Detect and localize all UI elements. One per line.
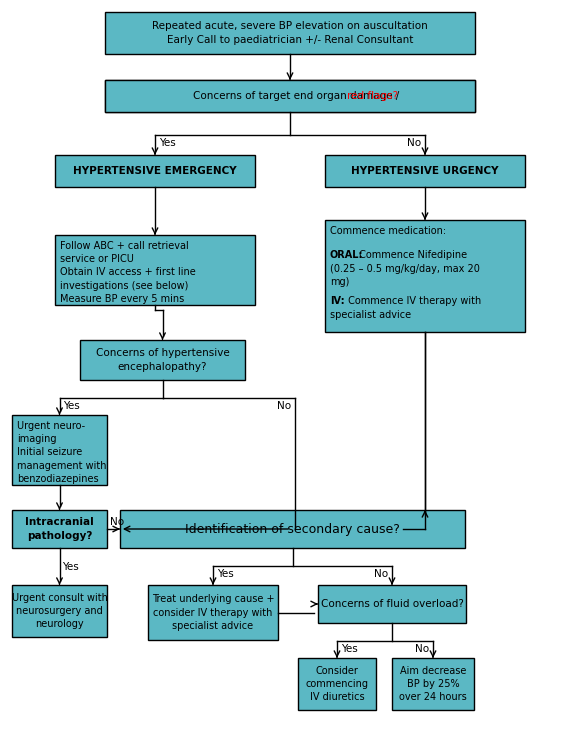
Text: Concerns of target end organ damage / red flags?: Concerns of target end organ damage / re… [160, 91, 420, 101]
Text: Yes: Yes [341, 644, 358, 654]
Bar [392, 658, 474, 710]
Bar [325, 155, 525, 187]
Text: mg): mg) [330, 277, 349, 288]
Bar [318, 585, 466, 623]
Text: Consider
commencing
IV diuretics: Consider commencing IV diuretics [306, 666, 368, 702]
Bar [298, 658, 376, 710]
Bar [120, 510, 465, 548]
Bar [148, 585, 278, 640]
Text: ORAL:: ORAL: [330, 251, 364, 260]
Text: Identification of secondary cause?: Identification of secondary cause? [185, 522, 400, 535]
Text: Yes: Yes [217, 569, 234, 579]
Text: Concerns of fluid overload?: Concerns of fluid overload? [321, 599, 463, 609]
Text: Aim decrease
BP by 25%
over 24 hours: Aim decrease BP by 25% over 24 hours [399, 666, 467, 702]
Text: No: No [277, 401, 291, 411]
Text: Yes: Yes [64, 401, 80, 411]
Bar [12, 510, 107, 548]
Text: Follow ABC + call retrieval
service or PICU
Obtain IV access + first line
invest: Follow ABC + call retrieval service or P… [60, 241, 196, 304]
Text: Urgent neuro-
imaging
Initial seizure
management with
benzodiazepines: Urgent neuro- imaging Initial seizure ma… [17, 421, 107, 484]
Text: Yes: Yes [63, 562, 79, 572]
Text: Urgent consult with
neurosurgery and
neurology: Urgent consult with neurosurgery and neu… [12, 593, 108, 629]
Text: Commence medication:: Commence medication: [330, 226, 446, 236]
Text: Concerns of target end organ damage /: Concerns of target end organ damage / [193, 91, 402, 101]
Text: red flags?: red flags? [347, 91, 398, 101]
Text: Repeated acute, severe BP elevation on auscultation
Early Call to paediatrician : Repeated acute, severe BP elevation on a… [152, 21, 428, 45]
Text: HYPERTENSIVE EMERGENCY: HYPERTENSIVE EMERGENCY [73, 166, 237, 176]
Bar [55, 155, 255, 187]
Bar [55, 235, 255, 305]
Bar [12, 585, 107, 637]
Bar [105, 12, 475, 54]
Text: No: No [407, 138, 421, 148]
Text: IV:: IV: [330, 296, 345, 307]
Text: HYPERTENSIVE URGENCY: HYPERTENSIVE URGENCY [351, 166, 499, 176]
Bar [105, 80, 475, 112]
Text: specialist advice: specialist advice [330, 310, 411, 319]
Bar [105, 80, 475, 112]
Text: No: No [415, 644, 429, 654]
Bar [80, 340, 245, 380]
Text: No: No [110, 517, 124, 527]
Text: Concerns of hypertensive
encephalopathy?: Concerns of hypertensive encephalopathy? [96, 348, 229, 371]
Text: (0.25 – 0.5 mg/kg/day, max 20: (0.25 – 0.5 mg/kg/day, max 20 [330, 263, 480, 274]
Text: No: No [374, 569, 388, 579]
Text: Commence Nifedipine: Commence Nifedipine [356, 251, 467, 260]
Text: Treat underlying cause +
consider IV therapy with
specialist advice: Treat underlying cause + consider IV the… [152, 594, 274, 630]
Text: Commence IV therapy with: Commence IV therapy with [345, 296, 481, 307]
Text: Yes: Yes [159, 138, 176, 148]
Bar [325, 220, 525, 332]
Bar [12, 415, 107, 485]
Text: Intracranial
pathology?: Intracranial pathology? [25, 517, 94, 541]
